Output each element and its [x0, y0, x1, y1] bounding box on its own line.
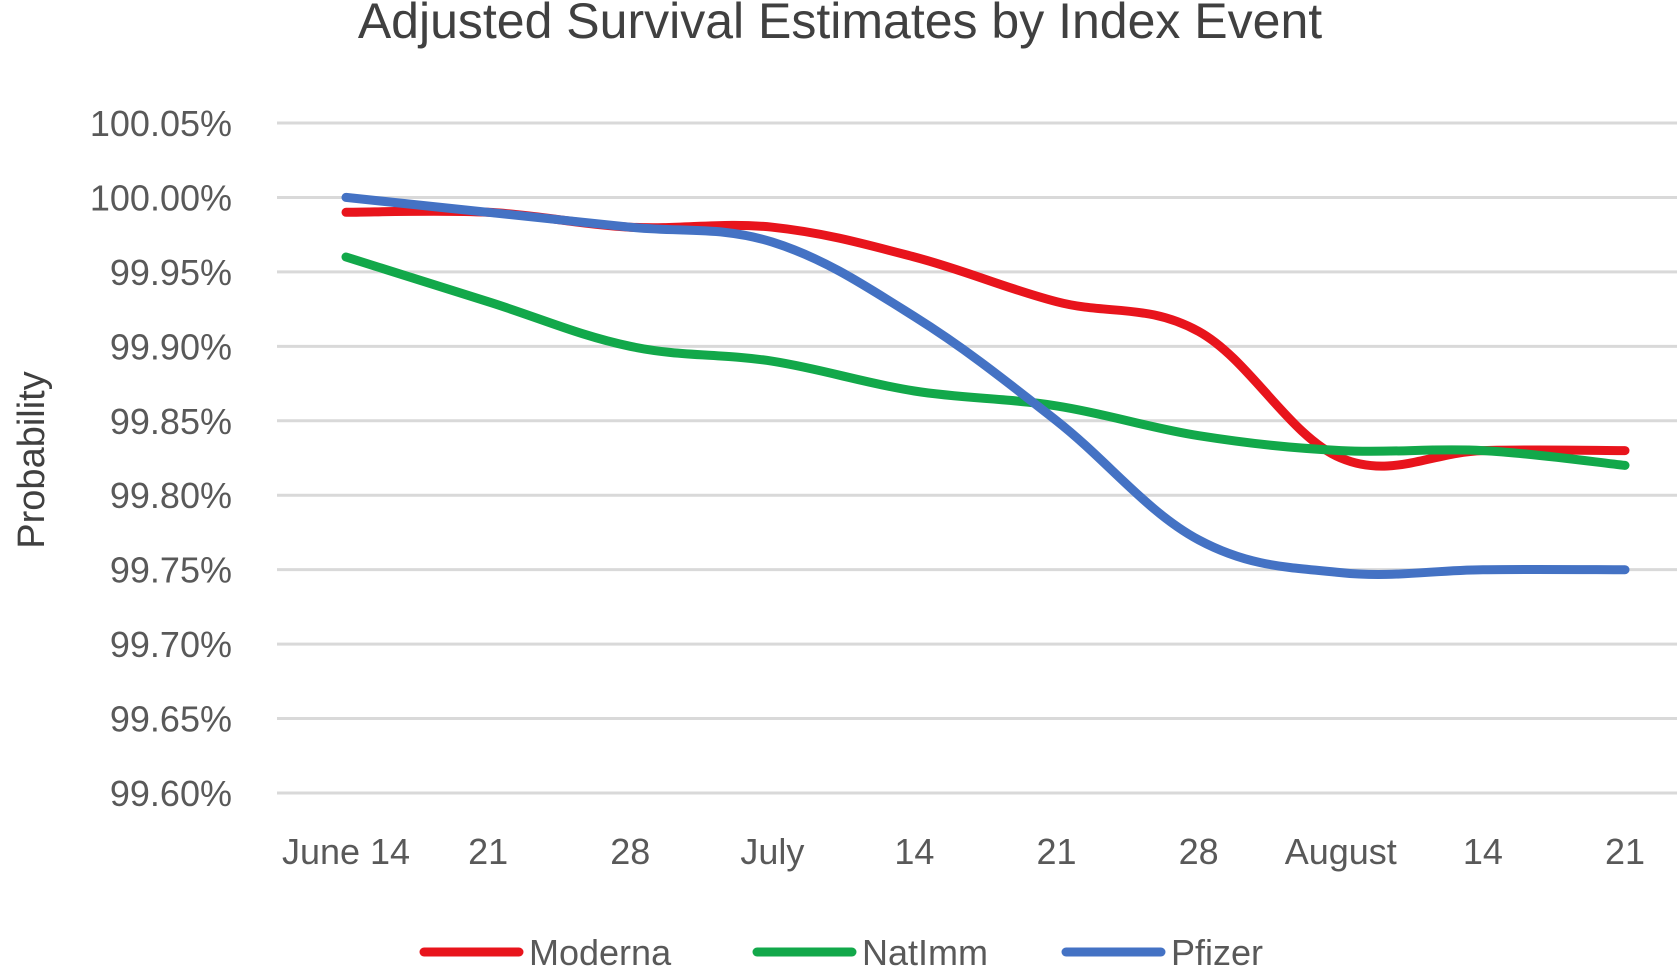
- y-tick-label: 99.95%: [110, 252, 232, 293]
- x-tick-label: 21: [468, 831, 508, 872]
- series-lines: [341, 192, 1630, 579]
- x-tick-label: June 14: [282, 831, 410, 872]
- x-tick-label: 28: [610, 831, 650, 872]
- legend-label-natimm: NatImm: [862, 932, 988, 973]
- x-tick-label: July: [740, 831, 804, 872]
- x-axis-ticks: June 14 21 28 July 14 21 28 August 14 21: [282, 831, 1645, 872]
- y-tick-label: 99.65%: [110, 699, 232, 740]
- series-line-pfizer: [341, 192, 1630, 579]
- legend: Moderna NatImm Pfizer: [419, 932, 1263, 973]
- legend-label-moderna: Moderna: [529, 932, 672, 973]
- series-line-moderna: [341, 206, 1630, 471]
- x-tick-label: 28: [1179, 831, 1219, 872]
- y-tick-label: 99.75%: [110, 550, 232, 591]
- y-tick-label: 99.70%: [110, 624, 232, 665]
- y-tick-label: 99.80%: [110, 475, 232, 516]
- y-axis-ticks: 99.60% 99.65% 99.70% 99.75% 99.80% 99.85% 99.9…: [90, 103, 232, 814]
- x-tick-label: 14: [1463, 831, 1503, 872]
- chart-title: Adjusted Survival Estimates by Index Eve…: [358, 0, 1322, 49]
- y-tick-label: 100.05%: [90, 103, 232, 144]
- y-tick-label: 99.60%: [110, 773, 232, 814]
- y-axis-label: Probability: [11, 371, 53, 548]
- x-tick-label: 21: [1605, 831, 1645, 872]
- y-tick-label: 99.85%: [110, 401, 232, 442]
- gridlines: [277, 121, 1677, 795]
- y-tick-label: 99.90%: [110, 326, 232, 367]
- x-tick-label: 21: [1037, 831, 1077, 872]
- x-tick-label: 14: [894, 831, 934, 872]
- x-tick-label: August: [1285, 831, 1397, 872]
- y-tick-label: 100.00%: [90, 177, 232, 218]
- legend-label-pfizer: Pfizer: [1171, 932, 1263, 973]
- series-line-natimm: [341, 252, 1630, 470]
